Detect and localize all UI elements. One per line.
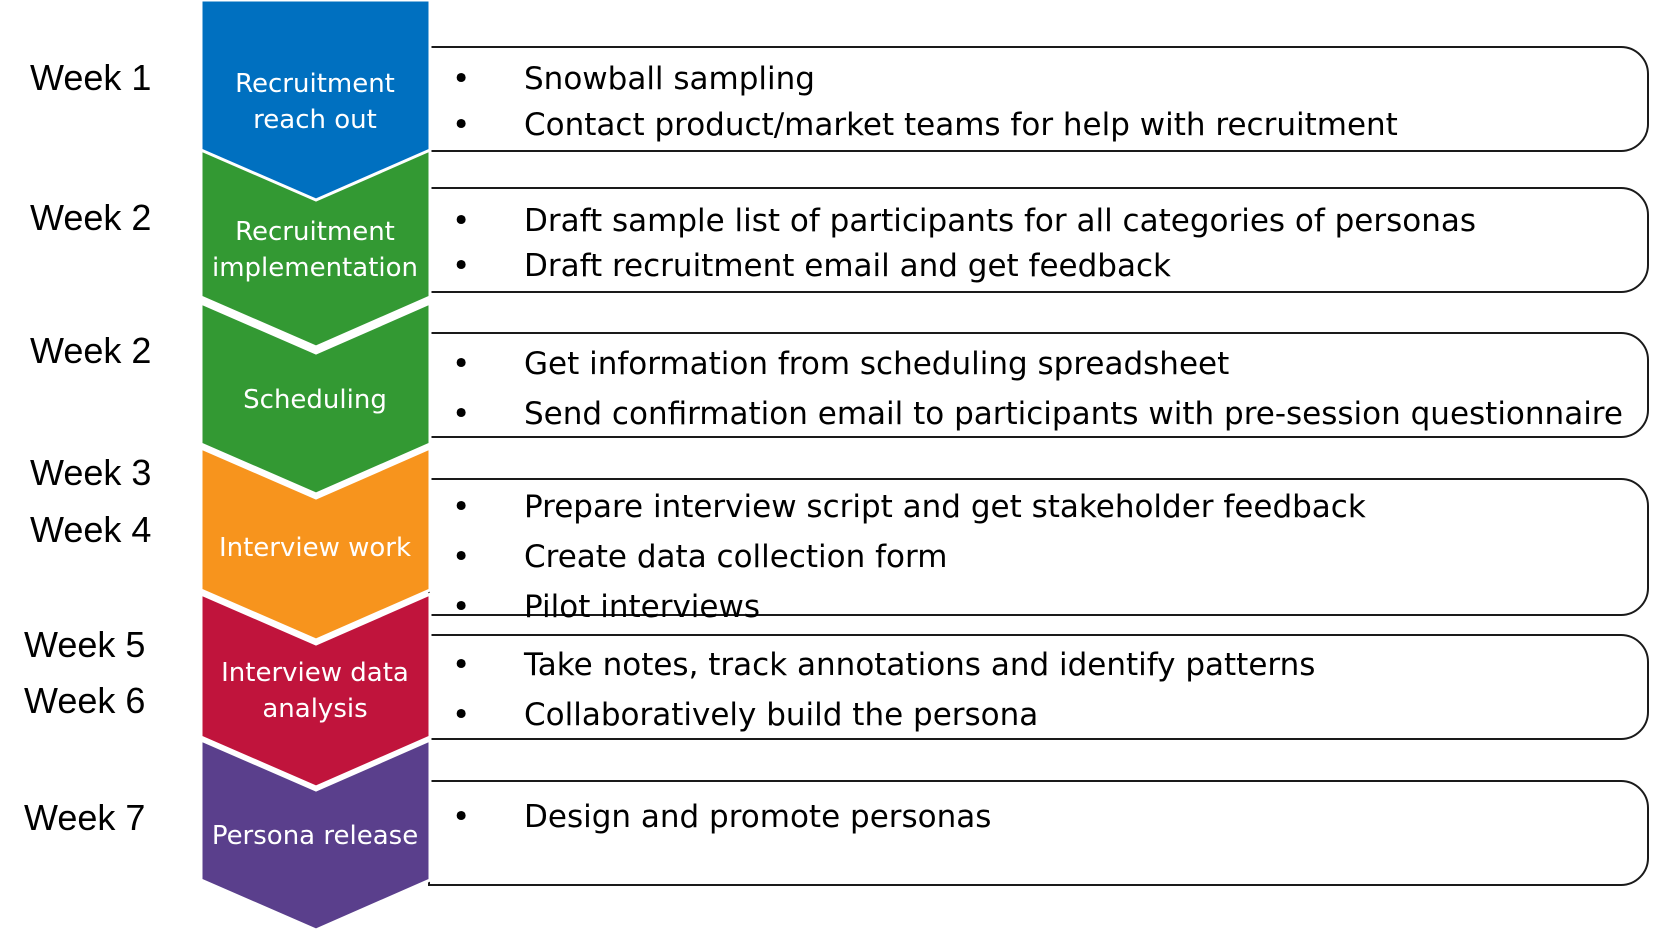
week-label: Week 6 — [24, 680, 146, 721]
task-item: Prepare interview script and get stakeho… — [452, 482, 1366, 532]
task-box: Get information from scheduling spreadsh… — [428, 332, 1649, 439]
task-item: Create data collection form — [452, 532, 1366, 582]
stage-chevron-3 — [199, 300, 432, 496]
task-box: Snowball samplingContact product/market … — [428, 46, 1649, 152]
week-label: Week 1 — [30, 57, 152, 98]
stage-label: Scheduling — [243, 385, 387, 415]
stage-chevron-4 — [199, 445, 432, 642]
stage-chevron-6 — [199, 737, 432, 930]
task-list: Snowball samplingContact product/market … — [452, 56, 1398, 148]
task-item: Contact product/market teams for help wi… — [452, 102, 1398, 148]
task-box: Take notes, track annotations and identi… — [428, 634, 1649, 740]
task-item: Pilot interviews — [452, 582, 1366, 632]
task-box: Design and promote personas — [428, 780, 1649, 886]
task-box: Draft sample list of participants for al… — [428, 187, 1649, 293]
task-item: Send confirmation email to participants … — [452, 389, 1623, 439]
task-item: Snowball sampling — [452, 56, 1398, 102]
week-label: Week 2 — [30, 197, 152, 238]
week-label: Week 3 — [30, 452, 152, 493]
stage-label: Interview data analysis — [221, 658, 409, 724]
stage-chevron-5 — [199, 591, 432, 789]
task-item: Collaboratively build the persona — [452, 690, 1315, 740]
task-item: Draft recruitment email and get feedback — [452, 244, 1476, 289]
week-label: Week 2 — [30, 330, 152, 371]
week-label: Week 7 — [24, 797, 146, 838]
task-list: Get information from scheduling spreadsh… — [452, 339, 1623, 439]
task-list: Design and promote personas — [452, 792, 991, 842]
stage-label: Persona release — [211, 821, 419, 851]
task-list: Draft sample list of participants for al… — [452, 199, 1476, 289]
task-item: Draft sample list of participants for al… — [452, 199, 1476, 244]
task-list: Take notes, track annotations and identi… — [452, 640, 1315, 740]
stage-chevron-2 — [199, 147, 432, 349]
stage-label: Interview work — [218, 533, 412, 563]
task-box: Prepare interview script and get stakeho… — [428, 478, 1649, 632]
week-label: Week 5 — [24, 624, 146, 665]
stage-label: Recruitment reach out — [235, 69, 395, 135]
task-item: Design and promote personas — [452, 792, 991, 842]
stage-label: Recruitment implementation — [211, 217, 418, 283]
task-item: Take notes, track annotations and identi… — [452, 640, 1315, 690]
task-item: Get information from scheduling spreadsh… — [452, 339, 1623, 389]
week-label: Week 4 — [30, 509, 152, 550]
task-list: Prepare interview script and get stakeho… — [452, 482, 1366, 632]
